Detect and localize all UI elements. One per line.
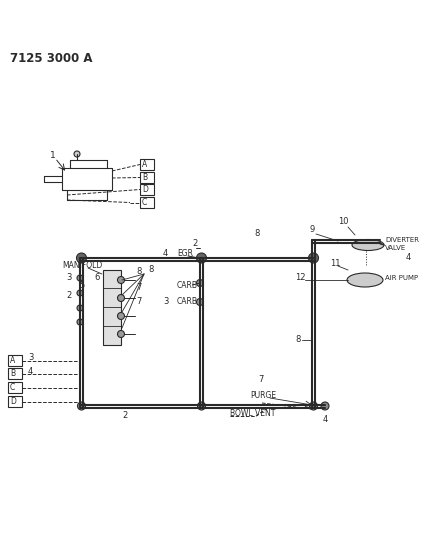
Text: 8: 8 [148, 265, 153, 274]
Bar [8, 396, 22, 407]
Circle shape [309, 253, 318, 263]
Text: AIR PUMP: AIR PUMP [385, 275, 418, 281]
Circle shape [196, 253, 206, 263]
Text: 7: 7 [136, 284, 141, 293]
Text: 3: 3 [66, 273, 71, 282]
Text: D: D [10, 397, 16, 406]
Text: 7: 7 [258, 376, 263, 384]
Text: VALVE: VALVE [385, 245, 406, 251]
Text: B: B [10, 369, 15, 378]
Bar [8, 382, 22, 393]
Bar [8, 355, 22, 366]
Text: EGR: EGR [177, 248, 193, 257]
Text: 7: 7 [136, 297, 141, 306]
Circle shape [196, 279, 203, 287]
Text: 8: 8 [295, 335, 300, 344]
Text: B: B [142, 173, 147, 182]
Text: A: A [142, 160, 147, 169]
Circle shape [77, 290, 83, 296]
Ellipse shape [352, 239, 384, 251]
Text: 2: 2 [66, 290, 71, 300]
Text: 3: 3 [28, 353, 33, 362]
Circle shape [118, 277, 125, 284]
Circle shape [118, 295, 125, 302]
Text: 4: 4 [323, 416, 328, 424]
Text: 10: 10 [338, 217, 348, 227]
Circle shape [77, 253, 86, 263]
Text: 4: 4 [163, 248, 168, 257]
Circle shape [309, 402, 318, 410]
Text: C: C [10, 383, 15, 392]
Text: D: D [142, 185, 148, 194]
Ellipse shape [347, 273, 383, 287]
Text: CARB: CARB [177, 280, 198, 289]
Text: MANIFOLD: MANIFOLD [62, 261, 102, 270]
Text: 3: 3 [163, 297, 168, 306]
Text: BOWL VENT: BOWL VENT [230, 408, 275, 417]
Bar [103, 270, 121, 345]
Circle shape [74, 151, 80, 157]
Bar [140, 184, 154, 195]
Text: 2: 2 [122, 410, 127, 419]
Circle shape [197, 402, 205, 410]
Circle shape [321, 402, 329, 410]
Circle shape [118, 312, 125, 319]
Text: 5: 5 [79, 280, 84, 289]
Bar [140, 172, 154, 183]
Text: A: A [10, 356, 15, 365]
Text: 2: 2 [192, 239, 197, 248]
Text: 4: 4 [406, 253, 411, 262]
Text: 12: 12 [295, 273, 306, 282]
Bar [140, 197, 154, 208]
Text: 8: 8 [254, 229, 259, 238]
Circle shape [77, 319, 83, 325]
Text: 9: 9 [310, 225, 315, 235]
Circle shape [77, 275, 83, 281]
Text: 7125 3000 A: 7125 3000 A [10, 52, 92, 64]
Circle shape [196, 298, 203, 305]
Text: 6: 6 [94, 273, 99, 282]
Bar [140, 159, 154, 170]
Text: 4: 4 [28, 367, 33, 376]
Text: 11: 11 [330, 259, 341, 268]
Circle shape [118, 330, 125, 337]
Circle shape [77, 305, 83, 311]
Text: DIVERTER: DIVERTER [385, 237, 419, 243]
Text: 1: 1 [50, 150, 56, 159]
Circle shape [77, 402, 86, 410]
Bar [8, 368, 22, 379]
Text: CARB: CARB [177, 297, 198, 306]
Text: 8: 8 [136, 268, 141, 277]
Text: PURGE: PURGE [250, 391, 276, 400]
Text: C: C [142, 198, 147, 207]
